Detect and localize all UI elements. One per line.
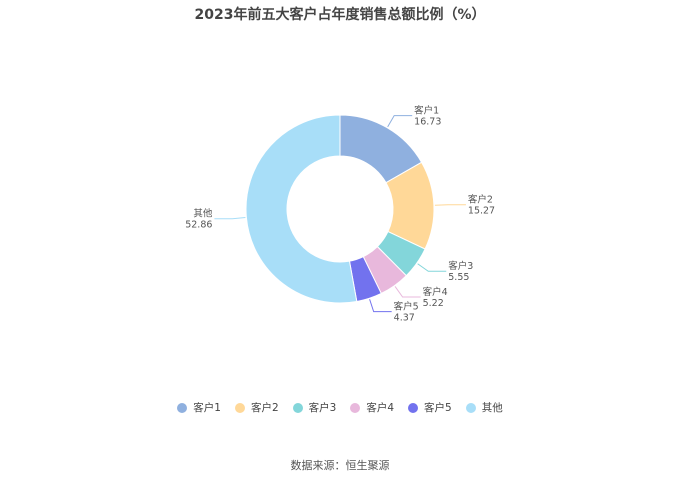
leader-line-6 <box>214 217 246 220</box>
chart-title: 2023年前五大客户占年度销售总额比例（%） <box>194 7 486 23</box>
slice-label-name: 客户3 <box>448 260 473 272</box>
legend-label: 客户2 <box>250 402 279 414</box>
legend-marker <box>465 402 476 413</box>
data-source: 数据来源：恒生聚源 <box>290 459 390 472</box>
legend-label: 其他 <box>481 402 503 414</box>
legend-marker <box>177 402 188 413</box>
legend-item-customer1[interactable]: 客户1 <box>177 400 221 415</box>
legend: 客户1 客户2 客户3 客户4 客户5 其他 <box>0 400 680 415</box>
legend-marker <box>292 402 303 413</box>
leader-line-1 <box>387 115 413 128</box>
slice-label-value: 5.22 <box>423 298 444 309</box>
leader-line-3 <box>417 263 447 272</box>
leader-line-4 <box>394 286 421 298</box>
leader-line-5 <box>369 299 392 313</box>
slice-label-name: 客户1 <box>414 105 439 117</box>
slice-label-name: 客户2 <box>468 194 493 206</box>
legend-item-customer2[interactable]: 客户2 <box>234 400 279 415</box>
slice-6[interactable] <box>245 114 358 304</box>
legend-marker <box>234 402 245 413</box>
slice-label-value: 4.37 <box>394 313 415 324</box>
legend-label: 客户1 <box>193 402 221 414</box>
legend-label: 客户3 <box>308 402 337 414</box>
legend-item-other[interactable]: 其他 <box>465 400 503 415</box>
legend-marker <box>350 402 361 413</box>
legend-item-customer3[interactable]: 客户3 <box>292 400 337 415</box>
legend-label: 客户4 <box>366 402 395 414</box>
legend-item-customer4[interactable]: 客户4 <box>350 400 394 415</box>
leader-line-2 <box>434 204 466 206</box>
legend-label: 客户5 <box>424 402 452 414</box>
slice-label-value: 52.86 <box>185 220 212 231</box>
slice-label-value: 15.27 <box>468 206 495 217</box>
slice-label-value: 5.55 <box>448 272 469 283</box>
slice-label-name: 其他 <box>193 208 213 220</box>
slice-label-name: 客户5 <box>394 301 419 313</box>
slice-label-name: 客户4 <box>423 286 448 298</box>
slice-label-value: 16.73 <box>414 117 441 128</box>
legend-item-customer5[interactable]: 客户5 <box>408 400 452 415</box>
legend-marker <box>408 402 419 413</box>
